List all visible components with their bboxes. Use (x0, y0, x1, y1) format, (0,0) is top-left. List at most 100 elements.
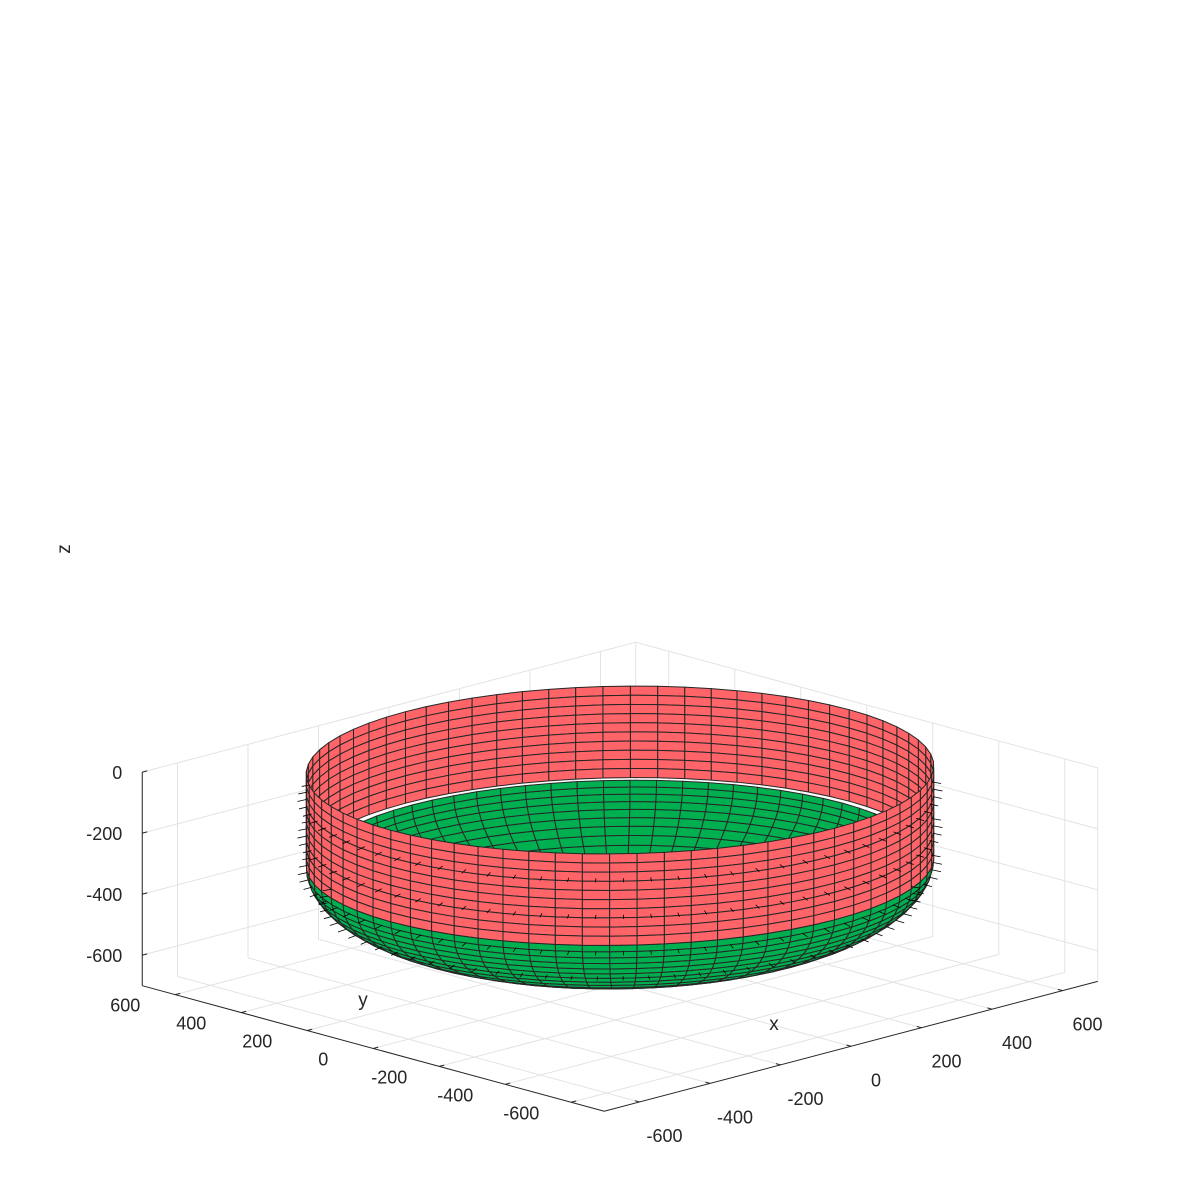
cylinder-face (575, 731, 604, 744)
y-tick-mark (373, 1046, 379, 1049)
cylinder-face (548, 769, 577, 782)
knuckle-face (602, 779, 631, 788)
normal-vector (302, 857, 311, 861)
outer-cylinder-face (581, 862, 611, 873)
z-tick-mark (142, 892, 148, 895)
x-axis-label: x (769, 1014, 779, 1035)
normal-vector (650, 913, 652, 919)
cylinder-face (629, 740, 659, 751)
y-tick-mark (439, 1064, 445, 1067)
normal-vector (843, 922, 851, 927)
normal-vector (673, 974, 676, 979)
normal-vector (567, 914, 570, 919)
normal-vector (802, 859, 809, 865)
cylinder-face (657, 694, 686, 706)
normal-vector (570, 975, 573, 981)
normal-vector (375, 924, 383, 930)
x-tick-label: -400 (717, 1107, 753, 1127)
outer-cylinder-face (554, 934, 583, 946)
normal-vector (415, 934, 422, 939)
cylinder-face (629, 749, 659, 761)
normal-vector (329, 834, 338, 838)
normal-vector (929, 803, 939, 807)
normal-vector (892, 904, 901, 909)
normal-vector (298, 842, 308, 846)
normal-vector (933, 825, 943, 828)
knuckle-face (628, 825, 655, 837)
normal-vector (318, 902, 328, 906)
outer-cylinder-face (554, 861, 583, 873)
normal-vector (911, 886, 920, 889)
normal-vector (929, 840, 939, 844)
normal-vector (394, 929, 402, 935)
cylinder-face (657, 768, 686, 780)
normal-vector (298, 791, 308, 795)
normal-vector (844, 849, 851, 854)
normal-vector (299, 879, 309, 883)
normal-vector (802, 896, 809, 901)
normal-vector (544, 974, 548, 980)
normal-vector (322, 888, 332, 892)
normal-vector (495, 970, 500, 976)
normal-vector (409, 956, 416, 961)
x-tick-label: -200 (787, 1089, 823, 1109)
normal-vector (437, 902, 443, 907)
outer-knuckle-face (609, 944, 638, 953)
normal-vector (912, 892, 922, 896)
normal-vector (861, 917, 870, 922)
normal-vector (437, 938, 444, 944)
normal-vector (329, 870, 338, 875)
cylinder-face (602, 703, 631, 715)
outer-cylinder-face (609, 926, 638, 937)
outer-cylinder-face (581, 926, 611, 937)
cylinder-face (684, 769, 712, 781)
normal-vector (933, 788, 943, 792)
outer-knuckle-face (582, 962, 611, 970)
knuckle-face (628, 834, 653, 846)
normal-vector (596, 976, 599, 981)
normal-vector (309, 820, 318, 824)
z-axis-label: z (54, 544, 75, 554)
cylinder-face (657, 722, 686, 734)
normal-vector (512, 947, 517, 953)
cylinder-face (521, 771, 550, 784)
outer-cylinder-face (554, 898, 583, 910)
normal-vector (298, 806, 308, 810)
axes-lines (141, 770, 1098, 1112)
y-tick-label: -400 (437, 1085, 473, 1105)
y-axis-label: y (358, 990, 368, 1011)
outer-cylinder-face (636, 851, 665, 864)
normal-vector (828, 949, 836, 954)
knuckle-face (650, 835, 677, 847)
outer-cylinder-face (502, 931, 530, 944)
outer-cylinder-face (581, 889, 611, 901)
outer-cylinder-face (609, 862, 638, 873)
knuckle-face (653, 817, 680, 828)
normal-vector (302, 850, 312, 854)
normal-vector (360, 940, 369, 945)
cylinder-face (575, 686, 604, 698)
normal-vector (755, 904, 760, 909)
normal-vector (874, 932, 883, 937)
normal-vector (704, 910, 708, 915)
normal-vector (915, 854, 925, 858)
normal-vector (374, 851, 382, 856)
normal-vector (415, 898, 422, 903)
normal-vector (915, 891, 924, 895)
normal-vector (677, 948, 680, 954)
outer-cylinder-face (636, 870, 665, 882)
normal-vector (895, 919, 905, 924)
knuckle-face (550, 781, 578, 791)
cylinder-face (629, 731, 659, 742)
grid-line (439, 935, 933, 1067)
normal-vector (309, 857, 318, 861)
outer-cylinder-face (663, 932, 692, 945)
normal-vector (317, 864, 327, 868)
normal-vector (539, 876, 543, 881)
grid-line (635, 641, 1098, 769)
knuckle-face (651, 825, 679, 837)
cylinder-face (657, 759, 686, 770)
normal-vector (298, 828, 308, 831)
outer-cylinder-face (554, 879, 583, 891)
